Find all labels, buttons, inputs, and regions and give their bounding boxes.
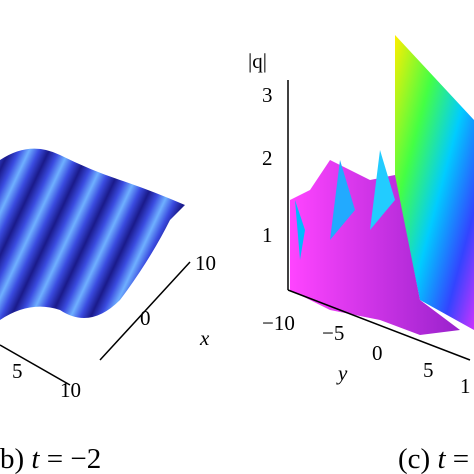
tick-label: 1	[262, 223, 273, 247]
surface	[370, 150, 395, 230]
axes	[0, 261, 191, 386]
tick-label: −5	[322, 321, 344, 345]
tick-label: 0	[140, 306, 151, 330]
caption-var: t	[437, 443, 446, 474]
surface	[0, 148, 185, 320]
axis-label: |q|	[248, 49, 267, 73]
tick-label: 0	[372, 341, 383, 365]
axis-label: x	[199, 326, 210, 350]
caption-rest: = −2	[47, 443, 101, 474]
tick-label: −10	[262, 311, 295, 335]
axes	[287, 80, 471, 361]
tick-label: 5	[12, 359, 23, 383]
tick-label: 5	[423, 358, 434, 382]
axis-label: y	[336, 361, 348, 385]
caption-rest: =	[453, 443, 469, 474]
surface	[330, 160, 355, 240]
surface	[290, 160, 460, 335]
tick-label: 2	[262, 146, 273, 170]
caption: b) t = −2	[0, 443, 101, 474]
tick-label: 1	[460, 374, 471, 398]
caption-var: t	[31, 443, 40, 474]
tick-label: 10	[60, 378, 81, 402]
caption-label: b)	[0, 443, 24, 474]
caption: (c) t =	[398, 443, 469, 474]
tick-label: 10	[195, 251, 216, 275]
surface	[395, 35, 474, 330]
surface	[295, 200, 305, 260]
tick-label: 3	[262, 83, 273, 107]
caption-label: (c)	[398, 443, 430, 474]
